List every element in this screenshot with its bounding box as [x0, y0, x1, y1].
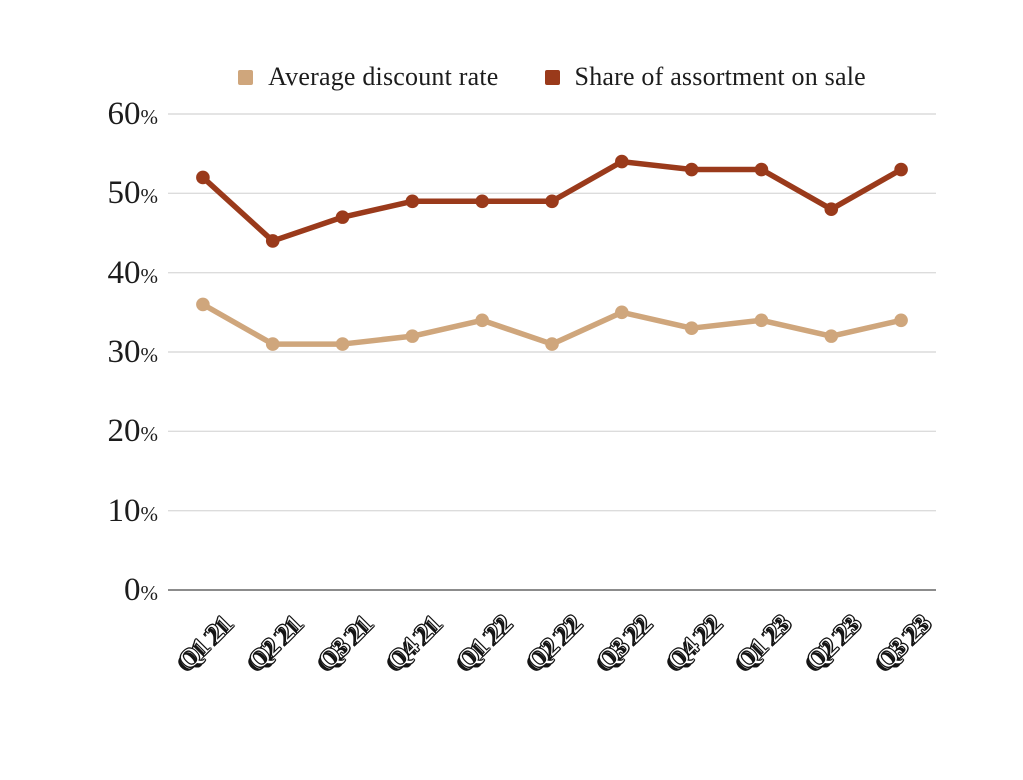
percent-sign: % — [140, 184, 159, 209]
data-point-average-discount-rate — [196, 297, 210, 312]
legend-item-share-of-assortment-on-sale[interactable]: Share of assortment on sale — [544, 62, 866, 92]
data-point-average-discount-rate — [405, 329, 420, 343]
y-tick-number: 60 — [107, 96, 141, 132]
legend-item-average-discount-rate[interactable]: Average discount rate — [238, 62, 498, 92]
y-tick-label: 10% — [68, 492, 159, 529]
data-point-average-discount-rate — [265, 337, 280, 351]
data-point-share-of-assortment-on-sale — [265, 234, 280, 248]
data-point-average-discount-rate — [824, 329, 839, 343]
data-point-share-of-assortment-on-sale — [894, 162, 908, 177]
legend-label: Average discount rate — [268, 62, 499, 91]
data-point-share-of-assortment-on-sale — [824, 202, 839, 216]
y-tick-number: 30 — [107, 334, 141, 370]
data-point-average-discount-rate — [335, 337, 350, 351]
legend-swatch-square-icon — [544, 69, 560, 85]
y-tick-number: 20 — [107, 413, 141, 450]
data-point-average-discount-rate — [545, 337, 559, 351]
y-tick-number: 40 — [107, 254, 141, 291]
data-point-share-of-assortment-on-sale — [615, 154, 629, 169]
percent-sign: % — [140, 581, 159, 605]
data-point-average-discount-rate — [684, 321, 699, 336]
y-tick-label: 60% — [68, 96, 159, 132]
data-point-share-of-assortment-on-sale — [405, 194, 420, 209]
y-tick-label: 0% — [68, 574, 158, 607]
data-point-share-of-assortment-on-sale — [754, 162, 769, 177]
percent-sign: % — [140, 501, 159, 526]
y-tick-label: 40% — [68, 254, 159, 291]
percent-sign: % — [140, 263, 159, 288]
y-tick-label: 50% — [68, 175, 159, 212]
y-tick-number: 0 — [124, 572, 141, 608]
y-tick-label: 30% — [68, 334, 159, 370]
y-tick-number: 50 — [107, 175, 141, 212]
data-point-share-of-assortment-on-sale — [335, 210, 350, 224]
data-point-share-of-assortment-on-sale — [196, 170, 210, 185]
data-point-average-discount-rate — [475, 313, 489, 328]
data-point-average-discount-rate — [754, 313, 769, 328]
data-point-share-of-assortment-on-sale — [684, 162, 699, 177]
percent-sign: % — [140, 422, 159, 447]
data-point-average-discount-rate — [615, 305, 629, 320]
percent-sign: % — [140, 343, 159, 367]
y-tick-label: 20% — [68, 413, 159, 450]
y-tick-number: 10 — [107, 492, 141, 529]
legend-label: Share of assortment on sale — [574, 62, 866, 91]
data-point-share-of-assortment-on-sale — [475, 194, 489, 209]
percent-sign: % — [140, 105, 159, 129]
legend: Average discount rate Share of assortment… — [168, 60, 936, 94]
data-point-share-of-assortment-on-sale — [545, 194, 559, 209]
data-point-average-discount-rate — [894, 313, 908, 328]
legend-swatch-square-icon — [238, 69, 254, 85]
